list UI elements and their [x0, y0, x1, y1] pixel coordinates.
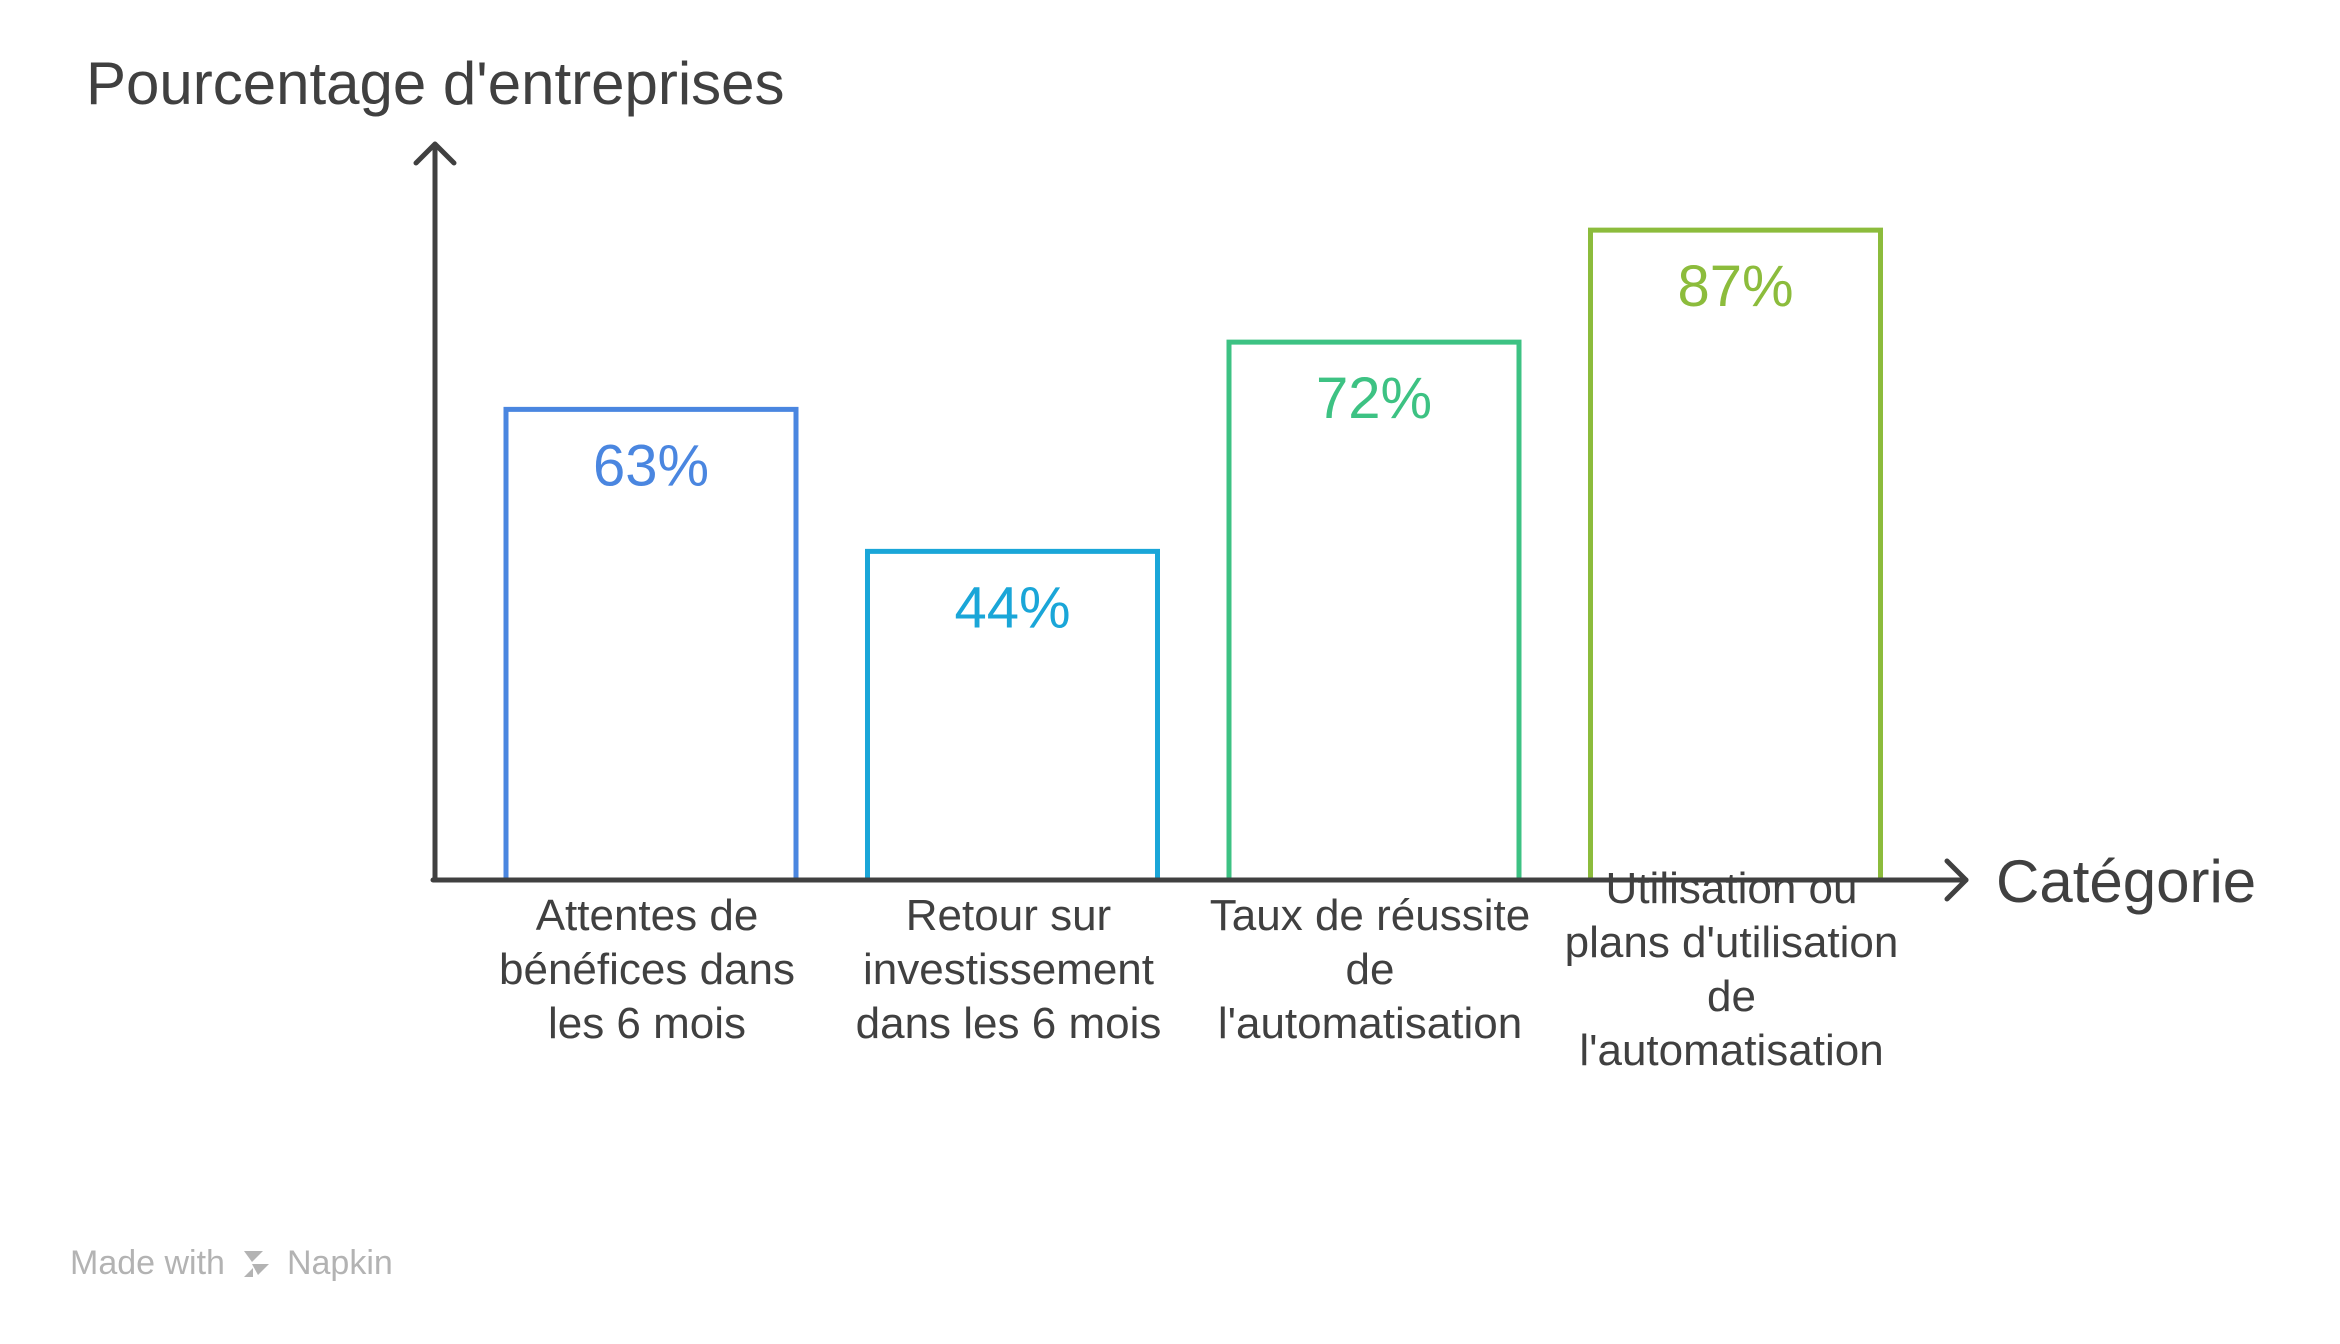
bar	[1226, 339, 1522, 880]
category-label-line: dans les 6 mois	[856, 999, 1162, 1048]
category-label-line: Utilisation ou	[1606, 864, 1858, 913]
category-label-line: Taux de réussite	[1210, 891, 1530, 940]
napkin-watermark: Made with Napkin	[70, 1244, 393, 1283]
value-label: 72%	[1316, 366, 1432, 431]
bars-group: 63% 44% 72% 87%	[503, 227, 1883, 880]
category-label: Utilisation ou plans d'utilisation de l'aut…	[1565, 864, 1899, 1075]
x-axis-title: Catégorie	[1996, 848, 2256, 915]
category-label-line: les 6 mois	[548, 999, 746, 1048]
value-label: 44%	[954, 575, 1070, 640]
category-label-line: Retour sur	[906, 891, 1111, 940]
category-label: Taux de réussite de l'automatisation	[1210, 891, 1530, 1048]
category-label-line: l'automatisation	[1218, 999, 1522, 1048]
y-axis-arrow	[413, 141, 457, 166]
axes-group	[413, 141, 1969, 902]
bar	[1588, 227, 1883, 880]
y-axis-title: Pourcentage d'entreprises	[86, 50, 785, 117]
category-label-line: de	[1707, 972, 1756, 1021]
category-label-line: Attentes de	[536, 891, 759, 940]
bar	[503, 406, 799, 880]
category-labels-group: Attentes de bénéfices dans les 6 mois Retou…	[499, 864, 1898, 1075]
watermark-prefix: Made with	[70, 1244, 225, 1282]
watermark-brand: Napkin	[286, 1244, 393, 1282]
category-label: Retour sur investissement dans les 6 mois	[856, 891, 1162, 1048]
category-label-line: de	[1346, 945, 1395, 994]
napkin-logo-icon	[239, 1247, 273, 1281]
x-axis-arrow	[1944, 858, 1969, 902]
value-label: 87%	[1677, 254, 1793, 319]
bar	[865, 548, 1160, 880]
category-label-line: investissement	[863, 945, 1154, 994]
category-label-line: plans d'utilisation	[1565, 918, 1899, 967]
category-label: Attentes de bénéfices dans les 6 mois	[499, 891, 795, 1048]
category-label-line: bénéfices dans	[499, 945, 795, 994]
category-label-line: l'automatisation	[1579, 1026, 1883, 1075]
value-label: 63%	[593, 433, 709, 498]
